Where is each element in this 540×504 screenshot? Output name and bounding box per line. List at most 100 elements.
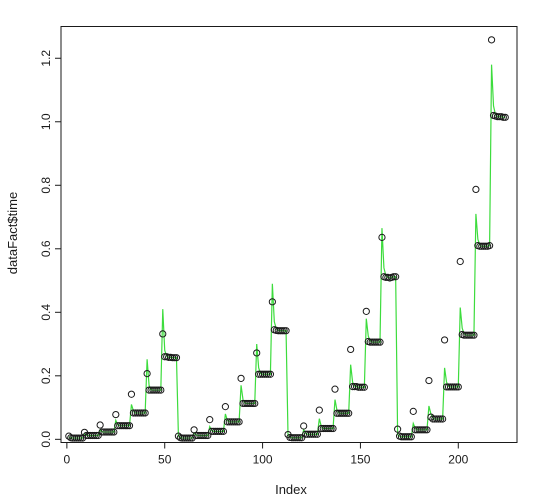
data-point [280,327,288,335]
x-tick-label: 200 [448,453,468,467]
x-axis-title: Index [275,482,307,497]
data-point [157,386,165,394]
data-point [249,399,257,408]
data-point [374,338,382,346]
data-point [329,424,337,433]
data-point [486,242,494,250]
data-point [127,390,136,398]
data-point [341,409,349,417]
data-point [65,432,73,440]
data-point [262,370,271,378]
data-point [315,406,323,414]
x-tick-label: 50 [158,453,172,467]
data-point [235,418,243,426]
data-point [186,434,194,442]
data-point [376,338,384,346]
data-point [466,331,474,339]
data-point [159,330,167,338]
data-point [137,409,145,417]
data-point [168,354,177,362]
data-point [90,431,98,440]
data-point [470,331,478,339]
data-point [419,426,427,434]
data-point [450,383,458,391]
y-axis: 0.0 0.2 0.4 0.6 0.8 1.0 1.2 [39,50,61,448]
data-point [75,434,83,442]
data-point [200,431,208,440]
data-point [106,428,114,436]
data-point [407,433,415,441]
data-point [266,370,275,378]
data-point [311,430,320,438]
data-point [217,427,226,435]
data-point [300,422,308,430]
data-point [202,431,210,440]
data-point [96,421,104,429]
data-point [121,422,130,430]
data-point [110,428,118,436]
data-point [425,376,433,385]
data-point [423,426,431,434]
data-point [499,113,507,121]
data-point [76,434,85,442]
data-point [215,427,224,435]
data-point [405,433,413,441]
data-point [247,399,255,408]
y-tick-label: 0.0 [39,431,53,448]
data-point [356,383,365,391]
x-tick-label: 150 [350,453,370,467]
fitted-line-layer [68,64,506,439]
data-point [452,383,460,391]
x-tick-label: 0 [64,453,71,467]
y-tick-label: 1.2 [39,50,53,67]
data-point [372,338,380,346]
data-point [294,434,302,442]
data-point [501,113,509,121]
data-point [347,345,355,354]
data-point [421,426,429,434]
data-point [435,415,443,423]
data-point [394,425,402,433]
data-point [112,410,120,419]
data-point [264,370,273,378]
data-point [313,430,321,438]
data-point [251,399,259,408]
data-point [392,273,400,281]
data-point [206,416,214,424]
data-point [172,354,181,362]
data-point [233,418,241,426]
data-point [360,383,368,391]
data-point [204,431,212,440]
data-point [482,242,490,250]
data-point [296,434,304,442]
data-point [278,327,286,335]
data-points-layer [65,36,509,442]
data-point [139,409,147,417]
y-tick-label: 0.2 [39,367,53,384]
data-point [170,354,179,362]
x-tick-label: 100 [253,453,273,467]
data-point [325,424,333,433]
data-point [237,374,245,382]
data-point [409,407,417,415]
data-point [125,422,134,430]
data-point [437,415,445,423]
data-point [440,336,449,344]
data-point [282,327,290,335]
data-point [155,386,163,394]
data-point [487,36,496,44]
y-tick-label: 0.8 [39,177,53,194]
data-point [403,433,411,441]
data-point [143,369,151,378]
data-point [468,331,476,339]
data-point [141,409,149,417]
data-point [92,431,100,440]
data-point [454,383,462,391]
data-point [231,418,239,426]
data-point [378,233,386,241]
data-point [439,415,447,423]
x-axis: 0 50 100 150 200 [64,442,469,467]
data-point [390,273,398,281]
data-point [456,257,464,266]
